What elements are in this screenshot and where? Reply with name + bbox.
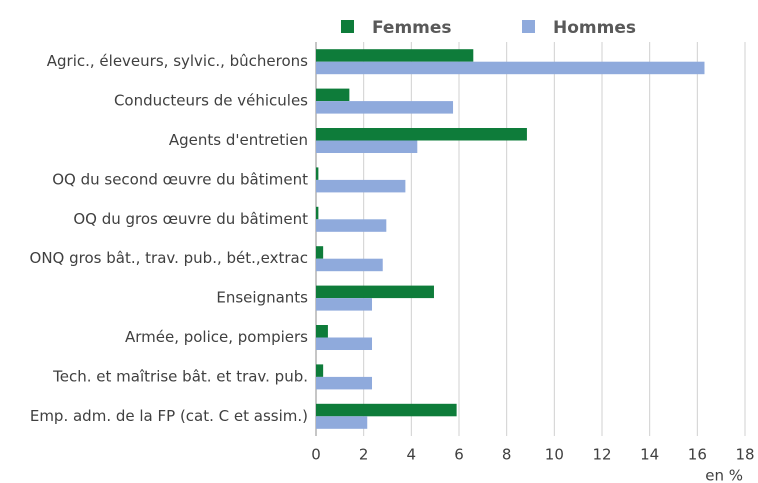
y-tick-label: OQ du second œuvre du bâtiment: [52, 170, 308, 188]
legend-swatch: [522, 20, 535, 33]
bar: [316, 285, 434, 299]
x-axis-label: en %: [705, 467, 743, 483]
bar: [316, 376, 373, 390]
x-tick-label: 18: [735, 446, 754, 464]
legend-swatch: [341, 20, 354, 33]
y-tick-label: Armée, police, pompiers: [125, 328, 308, 346]
bar: [316, 219, 387, 232]
x-tick-label: 12: [592, 446, 611, 464]
bar: [316, 246, 324, 259]
bar: [316, 364, 324, 377]
x-tick-label: 4: [407, 446, 417, 464]
legend-label: Hommes: [553, 18, 636, 38]
y-tick-label: Conducteurs de véhicules: [114, 92, 308, 110]
y-tick-label: ONQ gros bât., trav. pub., bét.,extrac: [30, 249, 308, 267]
x-tick-label: 0: [311, 446, 321, 464]
bar: [316, 206, 319, 220]
x-tick-label: 2: [359, 446, 369, 464]
y-tick-label: Agric., éleveurs, sylvic., bûcherons: [47, 52, 308, 70]
bar: [316, 49, 474, 62]
bar: [316, 167, 319, 180]
bar: [316, 179, 406, 193]
x-tick-label: 8: [502, 446, 512, 464]
bar: [316, 337, 373, 350]
bar: [316, 88, 350, 102]
bar: [316, 298, 373, 311]
bar: [316, 128, 527, 141]
bar: [316, 258, 383, 272]
y-tick-label: Tech. et maîtrise bât. et trav. pub.: [52, 367, 308, 385]
y-tick-label: Agents d'entretien: [169, 131, 308, 149]
bar: [316, 416, 368, 429]
x-tick-label: 10: [545, 446, 564, 464]
y-tick-label: Enseignants: [216, 289, 308, 307]
bar: [316, 61, 705, 75]
x-tick-label: 14: [640, 446, 659, 464]
bar: [316, 403, 457, 417]
x-tick-label: 16: [688, 446, 707, 464]
legend-label: Femmes: [372, 18, 452, 38]
bar: [316, 140, 418, 153]
bar: [316, 101, 454, 114]
x-tick-label: 6: [454, 446, 464, 464]
y-tick-label: Emp. adm. de la FP (cat. C et assim.): [30, 407, 308, 425]
y-tick-label: OQ du gros œuvre du bâtiment: [73, 210, 308, 228]
bar: [316, 325, 328, 338]
